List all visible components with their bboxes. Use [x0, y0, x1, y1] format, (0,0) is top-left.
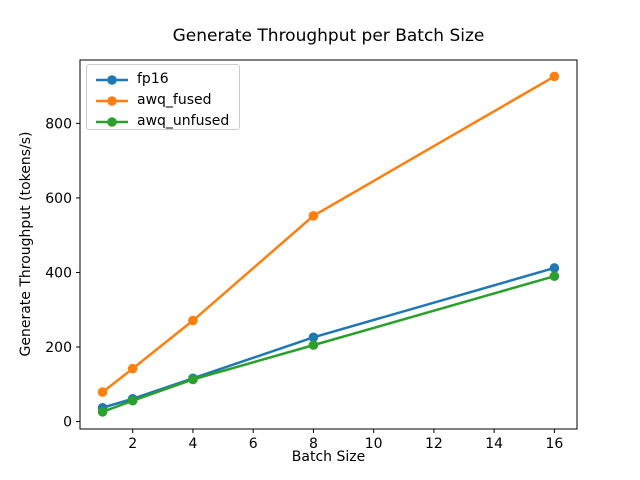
chart-title: Generate Throughput per Batch Size: [172, 26, 485, 46]
svg-text:600: 600: [45, 191, 72, 207]
svg-text:16: 16: [545, 436, 563, 452]
svg-text:10: 10: [365, 436, 383, 452]
svg-text:12: 12: [425, 436, 443, 452]
line-marker-icon: [95, 95, 129, 107]
svg-text:14: 14: [485, 436, 503, 452]
svg-text:800: 800: [45, 116, 72, 132]
svg-text:8: 8: [309, 436, 318, 452]
line-marker-icon: [95, 74, 129, 86]
legend-label: awq_unfused: [137, 113, 230, 129]
svg-text:400: 400: [45, 265, 72, 281]
svg-text:2: 2: [128, 436, 137, 452]
legend-label: fp16: [137, 71, 169, 87]
legend-label: awq_fused: [137, 92, 212, 108]
svg-text:4: 4: [188, 436, 197, 452]
legend-entry-fp16: fp16: [95, 69, 229, 90]
legend: fp16 awq_fused awq_unfused: [86, 64, 241, 132]
legend-entry-awq-fused: awq_fused: [95, 90, 229, 111]
x-axis-label: Batch Size: [291, 449, 366, 465]
legend-entry-awq-unfused: awq_unfused: [95, 111, 229, 132]
line-marker-icon: [95, 116, 129, 128]
y-axis-label: Generate Throughput (tokens/s): [18, 131, 34, 357]
svg-text:6: 6: [249, 436, 258, 452]
svg-text:0: 0: [63, 415, 72, 431]
svg-text:200: 200: [45, 340, 72, 356]
